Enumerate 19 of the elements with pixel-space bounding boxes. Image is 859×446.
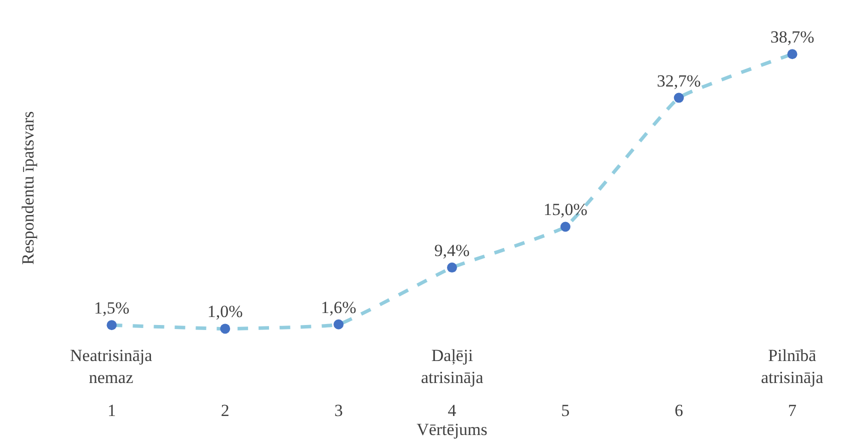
data-label: 1,5%	[94, 298, 130, 318]
data-label: 9,4%	[434, 241, 470, 260]
data-label: 15,0%	[543, 200, 588, 220]
text: Daļēji atrisināja	[421, 346, 484, 388]
x-tick-label: 1	[107, 401, 116, 420]
data-label: 38,7%	[770, 28, 814, 47]
y-axis-title: Respondentu īpatsvars	[18, 111, 38, 265]
data-label: 1,6%	[320, 298, 356, 317]
text: Neatrisināja nemaz	[70, 346, 153, 388]
x-tick-label: 5	[561, 401, 570, 420]
x-tick-label: 2	[220, 401, 230, 420]
x-tick-label: 7	[788, 401, 798, 420]
x-tick-label: 6	[674, 401, 684, 420]
x-tick-label: 3	[334, 401, 343, 420]
x-axis-title: Vērtējums	[416, 420, 488, 439]
data-label: 1,0%	[207, 302, 243, 322]
x-tick-label: 4	[448, 401, 457, 420]
text: Pilnībā atrisināja	[761, 346, 824, 388]
data-label: 32,7%	[656, 71, 701, 90]
